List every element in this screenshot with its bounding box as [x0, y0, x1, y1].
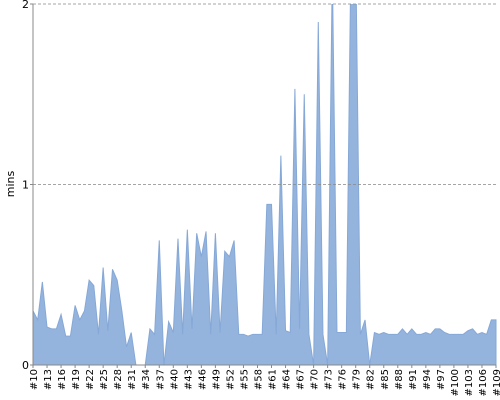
x-tick-label: #76	[338, 369, 349, 390]
x-tick-label: #100	[450, 369, 461, 396]
x-tick-label: #13	[43, 369, 54, 390]
x-tick-label: #109	[492, 369, 500, 396]
x-tick-label: #43	[183, 369, 194, 390]
x-tick-label: #85	[380, 369, 391, 390]
x-tick-label: #94	[422, 369, 433, 390]
x-tick-label: #91	[408, 369, 419, 390]
x-tick-label: #10	[29, 369, 40, 390]
x-tick-label: #79	[352, 369, 363, 390]
x-tick-label: #49	[211, 369, 222, 390]
x-tick-label: #97	[436, 369, 447, 390]
x-tick-label: #19	[71, 369, 82, 390]
y-axis-label: mins	[4, 170, 17, 197]
x-tick-label: #52	[225, 369, 236, 390]
x-tick-label: #40	[169, 369, 180, 390]
area	[33, 4, 497, 365]
y-tick-label: 2	[22, 0, 29, 11]
x-tick-label: #70	[310, 369, 321, 390]
x-tick-label: #88	[394, 369, 405, 390]
x-tick-label: #22	[85, 369, 96, 390]
x-tick-label: #37	[155, 369, 166, 390]
x-tick-label: #25	[99, 369, 110, 390]
x-tick-label: #64	[282, 369, 293, 390]
y-tick-label: 1	[22, 179, 29, 192]
x-tick-label: #46	[197, 369, 208, 390]
x-tick-label: #82	[366, 369, 377, 390]
x-tick-label: #67	[296, 369, 307, 390]
x-tick-label: #16	[57, 369, 68, 390]
y-tick-label: 0	[22, 359, 29, 372]
x-tick-label: #28	[113, 369, 124, 390]
x-tick-label: #31	[127, 369, 138, 390]
x-tick-label: #106	[478, 369, 489, 396]
x-tick-label: #55	[239, 369, 250, 390]
x-tick-label: #61	[268, 369, 279, 390]
x-tick-label: #73	[324, 369, 335, 390]
x-tick-label: #58	[253, 369, 264, 390]
x-tick-label: #34	[141, 369, 152, 390]
x-tick-label: #103	[464, 369, 475, 396]
